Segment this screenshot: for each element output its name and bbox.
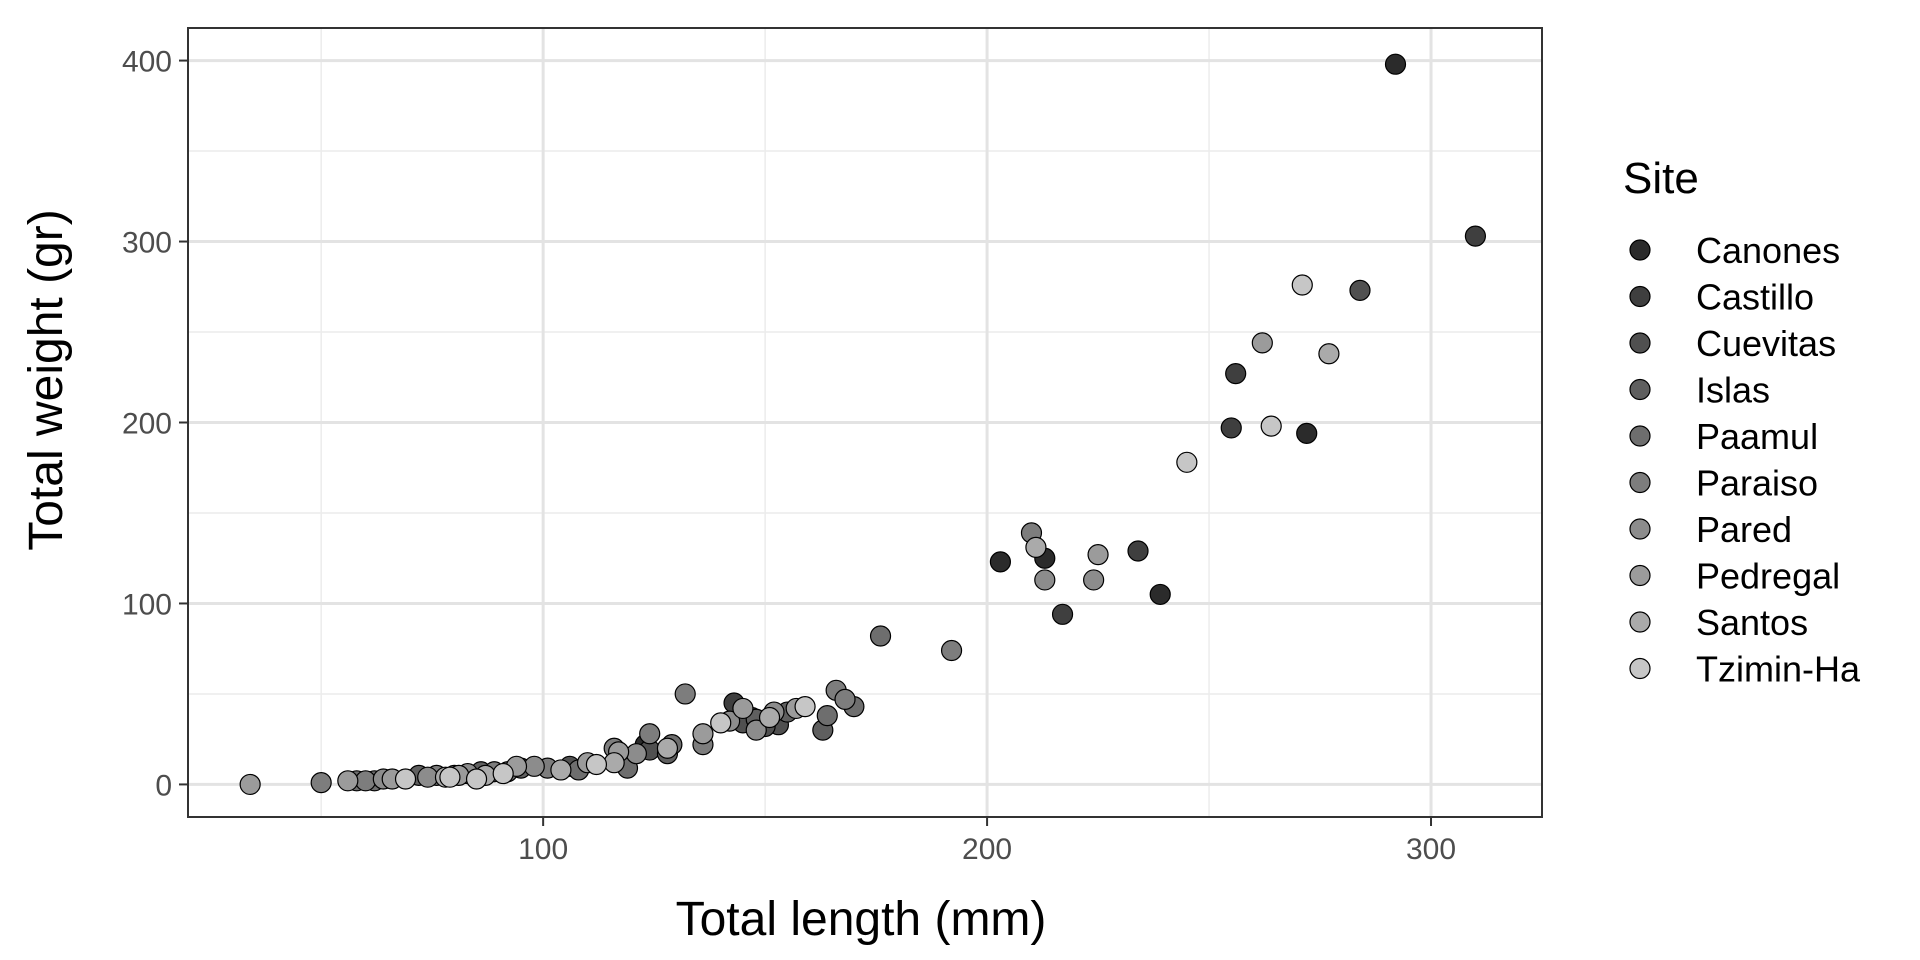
legend-key — [1629, 378, 1651, 401]
y-tick-label: 0 — [155, 769, 172, 802]
x-axis-title: Total length (mm) — [676, 893, 1047, 946]
data-point — [585, 753, 608, 776]
legend-label: Paraiso — [1696, 463, 1818, 504]
legend-label: Pedregal — [1696, 556, 1840, 597]
data-point — [1025, 536, 1047, 558]
data-point — [1083, 569, 1105, 591]
legend-key — [1629, 518, 1651, 540]
x-tick-labels: 100 200 300 — [518, 833, 1456, 866]
data-point — [1384, 53, 1407, 75]
data-point — [523, 755, 545, 777]
data-point — [1296, 422, 1318, 444]
data-point — [732, 697, 754, 720]
data-point — [1220, 417, 1242, 439]
data-point — [745, 719, 767, 741]
axis-ticks — [179, 59, 1433, 826]
legend-key — [1629, 239, 1651, 261]
legend-key — [1629, 425, 1651, 447]
legend-label: Castillo — [1696, 277, 1814, 318]
legend-key — [1629, 611, 1651, 633]
y-tick-labels: 0 100 200 300 400 — [122, 46, 172, 803]
data-point — [1251, 332, 1273, 354]
data-point — [656, 737, 679, 759]
y-axis-title: Total weight (gr) — [20, 209, 73, 550]
data-point — [550, 759, 572, 781]
legend: Site Canones Castillo Cuevitas Islas Paamul P… — [1623, 154, 1861, 690]
grid — [188, 28, 1542, 817]
data-point — [1087, 544, 1109, 566]
data-points — [239, 53, 1487, 796]
legend-label: Paamul — [1696, 416, 1818, 457]
data-point — [603, 752, 625, 774]
data-point — [1127, 540, 1149, 562]
x-tick-label: 200 — [962, 833, 1012, 866]
y-tick-label: 400 — [122, 46, 172, 79]
data-point — [1260, 415, 1282, 437]
legend-label: Tzimin-Ha — [1696, 649, 1861, 690]
legend-key — [1629, 564, 1651, 587]
data-point — [492, 762, 514, 785]
data-point — [1225, 363, 1247, 385]
data-point — [639, 723, 661, 745]
data-point — [1034, 569, 1056, 591]
legend-key — [1629, 471, 1651, 494]
data-point — [417, 766, 439, 788]
data-point — [439, 766, 461, 788]
legend-entries: Canones Castillo Cuevitas Islas Paamul Parais… — [1629, 230, 1861, 690]
legend-label: Cuevitas — [1696, 323, 1836, 364]
data-point — [465, 768, 488, 790]
data-point — [1291, 274, 1313, 296]
data-point — [758, 706, 781, 729]
data-point — [869, 625, 892, 647]
y-tick-label: 100 — [122, 588, 172, 621]
data-point — [710, 712, 732, 734]
data-point — [674, 683, 696, 705]
legend-label: Islas — [1696, 370, 1770, 411]
x-tick-label: 100 — [518, 833, 568, 866]
data-point — [816, 705, 838, 727]
data-point — [1051, 603, 1074, 625]
data-point — [1318, 343, 1340, 365]
data-point — [989, 551, 1012, 573]
data-point — [794, 696, 816, 718]
data-point — [1464, 225, 1487, 247]
data-point — [1149, 583, 1171, 606]
legend-label: Canones — [1696, 230, 1840, 271]
y-tick-label: 300 — [122, 227, 172, 260]
x-tick-label: 300 — [1406, 833, 1456, 866]
legend-label: Santos — [1696, 602, 1808, 643]
data-point — [310, 772, 332, 794]
data-point — [1176, 451, 1198, 473]
data-point — [239, 773, 261, 796]
legend-key — [1629, 285, 1651, 308]
y-tick-label: 200 — [122, 408, 172, 441]
data-point — [1349, 279, 1371, 301]
data-point — [354, 770, 377, 792]
data-point — [940, 639, 963, 662]
legend-key — [1629, 332, 1651, 354]
legend-title: Site — [1623, 154, 1699, 203]
data-point — [625, 743, 647, 765]
legend-label: Pared — [1696, 509, 1792, 550]
data-point — [337, 770, 359, 792]
data-point — [692, 723, 714, 745]
data-point — [834, 688, 856, 710]
data-point — [394, 768, 417, 790]
legend-key — [1629, 657, 1651, 680]
